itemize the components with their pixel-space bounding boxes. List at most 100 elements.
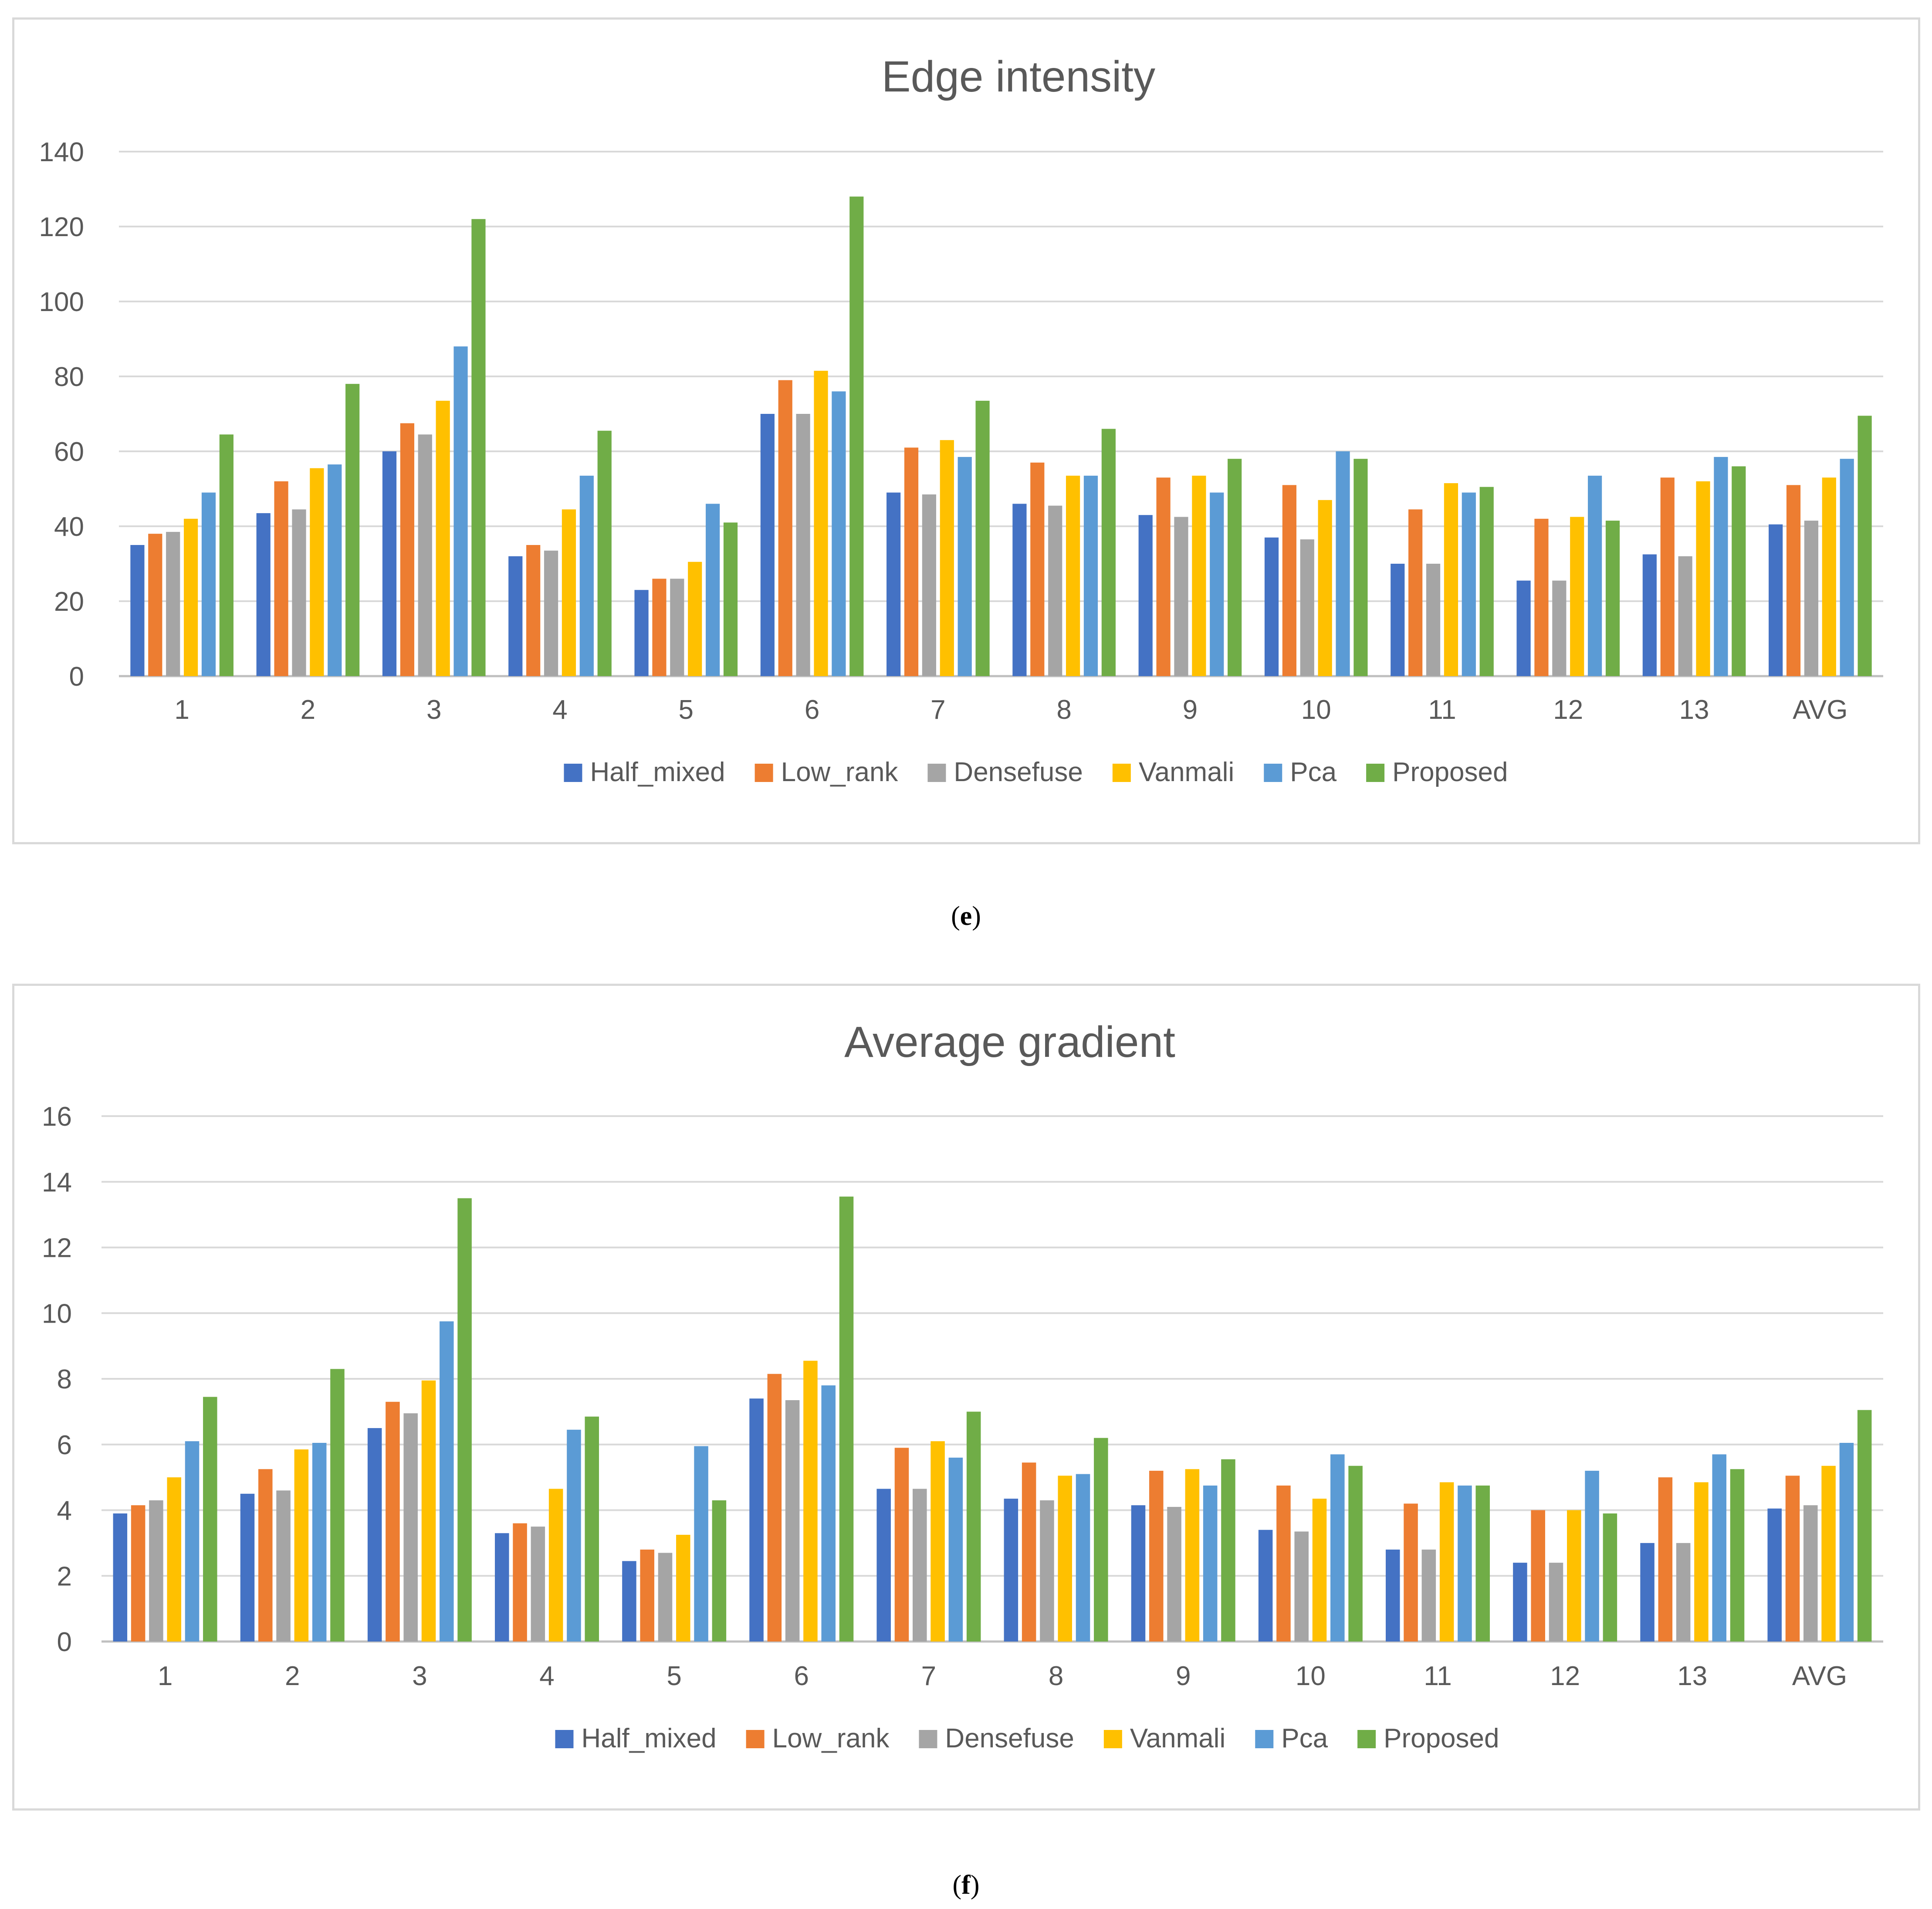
bar-proposed-9 [1228, 459, 1242, 676]
bar-vanmali-4 [548, 1489, 563, 1642]
bar-pca-8 [1083, 475, 1098, 676]
bar-half_mixed-6 [749, 1398, 764, 1642]
bar-low_rank-8 [1030, 462, 1045, 676]
bar-vanmali-13 [1696, 481, 1710, 676]
bar-proposed-4 [597, 430, 612, 676]
bar-vanmali-11 [1439, 1482, 1454, 1642]
bar-densefuse-5 [670, 579, 684, 676]
bar-low_rank-11 [1408, 509, 1423, 676]
bar-pca-8 [1076, 1474, 1090, 1642]
bar-low_rank-9 [1156, 477, 1171, 676]
bar-pca-9 [1203, 1485, 1218, 1642]
x-tick-label: 7 [921, 1661, 936, 1691]
bar-vanmali-7 [930, 1441, 945, 1642]
bar-proposed-6 [849, 196, 864, 677]
bar-proposed-2 [345, 384, 360, 676]
chart-title: Average gradient [844, 1018, 1175, 1066]
bar-proposed-12 [1605, 521, 1620, 676]
x-tick-label: 11 [1424, 1661, 1452, 1691]
bar-vanmali-10 [1312, 1499, 1327, 1642]
bar-low_rank-2 [274, 481, 288, 676]
bar-densefuse-6 [785, 1400, 800, 1642]
bar-densefuse-3 [403, 1413, 418, 1642]
y-tick-label: 0 [69, 662, 84, 692]
x-tick-label: 3 [412, 1661, 427, 1691]
bar-densefuse-13 [1676, 1543, 1691, 1642]
legend-label-pca: Pca [1281, 1723, 1328, 1753]
average-gradient-chart-panel: Average gradient 0 2 4 6 8 10 12 14 16 1 2 3 4 5 6 7 8 9 10… [12, 984, 1920, 1811]
bar-densefuse-4 [531, 1527, 545, 1642]
bar-proposed-8 [1101, 429, 1116, 676]
bar-densefuse-8 [1048, 505, 1062, 676]
legend-label-pca: Pca [1290, 757, 1336, 787]
bar-pca-7 [958, 457, 972, 676]
bar-pca-6 [821, 1385, 836, 1642]
bar-pca-5 [694, 1446, 708, 1642]
y-tick-label: 8 [57, 1364, 72, 1395]
bar-pca-3 [440, 1321, 454, 1642]
bar-half_mixed-avg [1767, 1508, 1782, 1642]
x-tick-label: 12 [1553, 695, 1583, 725]
bar-proposed-5 [723, 522, 738, 676]
bar-low_rank-9 [1149, 1471, 1164, 1642]
bar-pca-10 [1330, 1454, 1345, 1642]
bar-vanmali-9 [1185, 1469, 1200, 1642]
legend-swatch-proposed [1357, 1730, 1376, 1748]
bar-densefuse-9 [1167, 1506, 1181, 1642]
bar-vanmali-2 [310, 468, 324, 676]
bar-densefuse-12 [1552, 580, 1567, 676]
bar-vanmali-6 [814, 371, 828, 676]
y-tick-label: 16 [42, 1102, 72, 1132]
bar-densefuse-13 [1678, 556, 1692, 676]
x-tick-label: 13 [1677, 1661, 1707, 1691]
bar-half_mixed-5 [634, 590, 649, 676]
bar-vanmali-1 [183, 518, 198, 676]
bar-half_mixed-9 [1138, 515, 1153, 676]
x-tick-label: 1 [174, 695, 189, 725]
bar-densefuse-2 [292, 509, 306, 676]
legend-label-vanmali: Vanmali [1139, 757, 1234, 787]
bar-vanmali-2 [294, 1449, 309, 1642]
bar-proposed-10 [1348, 1466, 1363, 1642]
bar-half_mixed-11 [1386, 1549, 1400, 1642]
bar-low_rank-5 [640, 1549, 654, 1642]
bar-low_rank-10 [1282, 485, 1296, 676]
y-tick-label: 0 [57, 1627, 72, 1657]
bar-pca-1 [185, 1441, 200, 1642]
edge-intensity-chart-panel: Edge intensity 0 20 40 60 80 100 120 140 1 2 3 4 5 6 7 8… [12, 17, 1920, 844]
bar-pca-9 [1210, 492, 1224, 676]
bar-low_rank-13 [1660, 477, 1675, 676]
x-tick-label: AVG [1793, 695, 1847, 725]
bar-half_mixed-6 [760, 414, 775, 676]
y-tick-label: 60 [54, 437, 84, 467]
bar-vanmali-avg [1822, 477, 1836, 676]
bar-pca-13 [1714, 457, 1728, 676]
bar-vanmali-13 [1694, 1482, 1709, 1642]
bar-densefuse-5 [658, 1553, 673, 1642]
caption-f: (f) [952, 1870, 980, 1900]
bar-half_mixed-3 [382, 451, 397, 676]
bar-proposed-9 [1221, 1459, 1235, 1642]
bar-densefuse-10 [1300, 539, 1314, 676]
bar-pca-4 [567, 1429, 581, 1642]
bar-pca-11 [1462, 492, 1476, 676]
bar-half_mixed-8 [1012, 504, 1027, 676]
bar-densefuse-8 [1040, 1500, 1054, 1642]
bar-half_mixed-avg [1769, 524, 1783, 676]
bar-pca-2 [328, 464, 342, 676]
legend-swatch-low_rank [746, 1730, 765, 1748]
bar-half_mixed-2 [256, 513, 271, 676]
bar-low_rank-6 [778, 380, 792, 676]
bar-vanmali-3 [421, 1380, 436, 1642]
legend-swatch-vanmali [1112, 764, 1131, 782]
legend: Half_mixed Low_rank Densefuse Vanmali Pca Pro… [555, 1723, 1499, 1753]
x-tick-label: 9 [1183, 695, 1198, 725]
bar-low_rank-3 [400, 423, 414, 676]
x-tick-label: 11 [1428, 695, 1456, 725]
bar-half_mixed-12 [1516, 580, 1531, 676]
bar-vanmali-4 [562, 509, 576, 676]
bar-proposed-13 [1732, 466, 1746, 676]
legend-label-densefuse: Densefuse [954, 757, 1083, 787]
